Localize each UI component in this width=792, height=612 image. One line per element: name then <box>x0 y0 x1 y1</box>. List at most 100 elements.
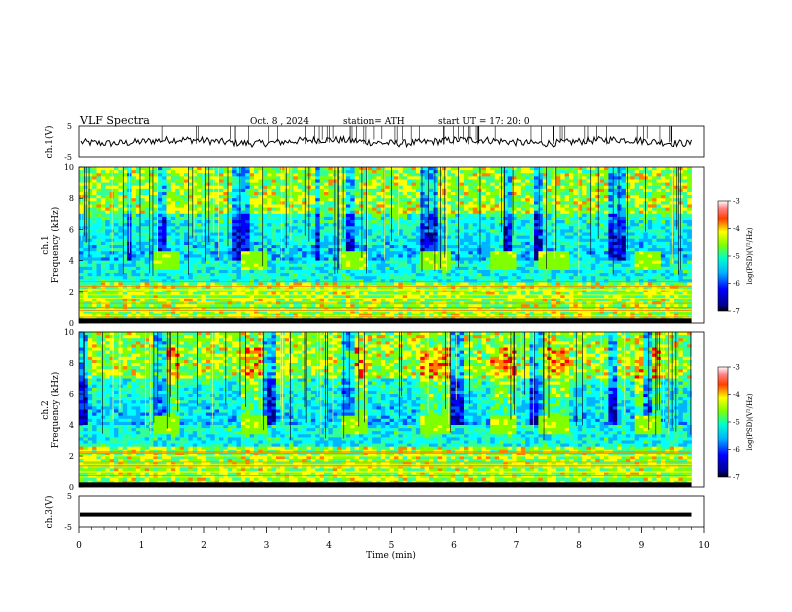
spectrogram-cell <box>639 254 644 258</box>
spectrogram-cell <box>520 232 526 237</box>
spectrogram-cell <box>560 185 566 190</box>
spectrogram-cell <box>227 220 233 224</box>
spectrogram-cell <box>512 263 517 268</box>
spectrogram-cell <box>542 273 548 277</box>
spectrogram-cell <box>210 167 216 171</box>
spectrogram-cell <box>262 248 268 252</box>
spectrogram-cell <box>520 245 526 249</box>
spectrogram-cell <box>135 248 141 252</box>
spectrogram-cell <box>630 229 636 233</box>
spectrogram-cell <box>481 263 487 268</box>
spectrogram-cell <box>92 229 97 233</box>
spectrogram-cell <box>179 173 185 177</box>
spectrogram-cell <box>569 223 574 227</box>
spectrogram-cell <box>380 176 386 180</box>
spectrogram-cell <box>140 198 146 202</box>
spectrogram-cell <box>420 176 426 180</box>
spectrogram-cell <box>144 198 150 202</box>
spectrogram-cell <box>249 191 255 196</box>
spectrogram-cell <box>162 188 167 193</box>
spectrogram-cell <box>153 204 159 208</box>
spectrogram-cell <box>345 201 351 205</box>
spectrogram-cell <box>227 201 233 205</box>
spectrogram-cell <box>170 173 176 177</box>
spectrogram-cell <box>472 263 478 268</box>
spectrogram-cell <box>516 269 522 274</box>
spectrogram-cell <box>503 213 509 218</box>
spectrogram-cell <box>144 248 150 252</box>
spectrogram-cell <box>599 182 605 187</box>
spectrogram-cell <box>455 213 461 218</box>
spectrogram-cell <box>490 170 496 174</box>
spectrogram-cell <box>153 210 159 215</box>
spectrogram-cell <box>534 260 539 265</box>
spectrogram-cell <box>660 266 666 271</box>
spectrogram-cell <box>210 182 216 187</box>
spectrogram-cell <box>328 229 334 233</box>
spectrogram-cell <box>516 245 522 249</box>
spectrogram-cell <box>179 204 185 208</box>
spectrogram-cell <box>586 223 592 227</box>
spectrogram-cell <box>516 235 522 240</box>
spectrogram-cell <box>267 223 272 227</box>
spectrogram-cell <box>455 191 461 196</box>
spectrogram-cell <box>424 198 430 202</box>
spectrogram-cell <box>83 238 89 243</box>
spectrogram-cell <box>249 179 255 183</box>
spectrogram-cell <box>516 254 522 258</box>
spectrogram-cell <box>398 245 404 249</box>
spectrogram-cell <box>284 213 290 218</box>
spectrogram-cell <box>555 198 561 202</box>
spectrogram-cell <box>385 201 391 205</box>
spectrogram-cell <box>494 245 500 249</box>
spectrogram-cell <box>275 266 281 271</box>
spectrogram-cell <box>385 213 391 218</box>
spectrogram-cell <box>420 257 426 261</box>
spectrogram-cell <box>639 273 644 277</box>
spectrogram-cell <box>612 248 618 252</box>
spectrogram-cell <box>503 191 509 196</box>
spectrogram-cell <box>135 179 141 183</box>
spectrogram-cell <box>674 251 679 255</box>
spectrogram-cell <box>464 195 469 199</box>
spectrogram-cell <box>227 263 233 268</box>
spectrogram-cell <box>87 176 93 180</box>
spectrogram-cell <box>599 185 605 190</box>
spectrogram-cell <box>188 182 194 187</box>
spectrogram-cell <box>481 254 487 258</box>
spectrogram-cell <box>520 251 526 255</box>
spectrogram-cell <box>350 179 356 183</box>
spectrogram-cell <box>376 185 382 190</box>
spectrogram-cell <box>446 263 452 268</box>
spectrogram-cell <box>455 204 461 208</box>
spectrogram-cell <box>184 269 189 274</box>
spectrogram-cell <box>621 269 627 274</box>
spectrogram-cell <box>96 185 102 190</box>
spectrogram-cell <box>324 260 329 265</box>
spectrogram-cell <box>157 238 163 243</box>
spectrogram-cell <box>551 260 557 265</box>
spectrogram-cell <box>179 266 185 271</box>
spectrogram-cell <box>394 176 399 180</box>
spectrogram-cell <box>188 263 194 268</box>
spectrogram-cell <box>656 204 662 208</box>
spectrogram-cell <box>542 238 548 243</box>
spectrogram-cell <box>639 248 644 252</box>
spectrogram-cell <box>122 229 128 233</box>
spectrogram-cell <box>319 198 325 202</box>
spectrogram-cell <box>529 232 535 237</box>
spectrogram-cell <box>577 204 583 208</box>
spectrogram-cell <box>643 269 649 274</box>
spectrogram-cell <box>372 195 377 199</box>
spectrogram-cell <box>293 207 299 212</box>
spectrogram-cell <box>249 204 255 208</box>
spectrogram-cell <box>582 198 587 202</box>
spectrogram-cell <box>485 251 491 255</box>
spectrogram-cell <box>227 213 233 218</box>
spectrogram-cell <box>512 185 517 190</box>
spectrogram-cell <box>411 241 417 246</box>
spectrogram-cell <box>542 241 548 246</box>
spectrogram-cell <box>612 229 618 233</box>
spectrogram-cell <box>446 223 452 227</box>
spectrogram-cell <box>634 257 640 261</box>
